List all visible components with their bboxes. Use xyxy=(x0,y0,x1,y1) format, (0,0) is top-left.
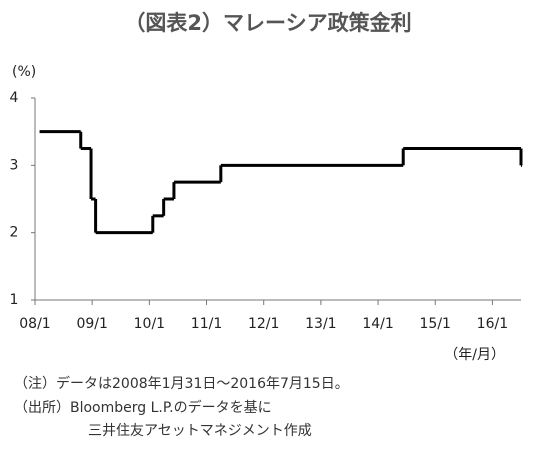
y-tick-label: 1 xyxy=(10,292,19,308)
note: （注）データは2008年1月31日～2016年7月15日。 xyxy=(14,375,349,392)
x-unit: （年/月） xyxy=(444,347,505,363)
x-tick-label: 15/1 xyxy=(420,316,451,332)
y-unit: (%) xyxy=(12,64,36,80)
x-tick-label: 11/1 xyxy=(191,316,222,332)
x-tick-label: 08/1 xyxy=(19,316,50,332)
note: 三井住友アセットマネジメント作成 xyxy=(88,423,312,439)
y-tick-label: 2 xyxy=(10,225,19,241)
chart-title: （図表2）マレーシア政策金利 xyxy=(124,11,411,35)
x-tick-label: 09/1 xyxy=(76,316,107,332)
y-tick-label: 4 xyxy=(10,90,19,106)
x-tick-label: 12/1 xyxy=(248,316,279,332)
note: （出所）Bloomberg L.P.のデータを基に xyxy=(14,399,272,416)
x-tick-label: 16/1 xyxy=(477,316,508,332)
x-tick-label: 10/1 xyxy=(134,316,165,332)
y-tick-label: 3 xyxy=(10,157,19,173)
x-tick-label: 14/1 xyxy=(362,316,393,332)
x-tick-label: 13/1 xyxy=(305,316,336,332)
